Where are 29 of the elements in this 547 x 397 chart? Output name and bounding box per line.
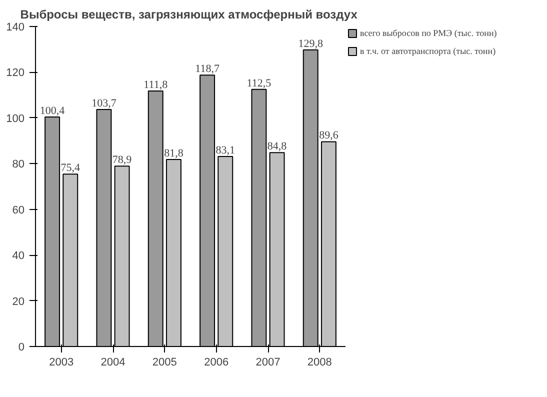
x-tick-label: 2008 xyxy=(307,356,332,368)
x-tick-label: 2005 xyxy=(152,356,177,368)
y-tick-label: 0 xyxy=(18,342,25,354)
y-tick-label: 80 xyxy=(12,158,25,171)
chart-title: Выбросы веществ, загрязняющих атмосферный воздух xyxy=(20,8,358,22)
data-label: 83,1 xyxy=(216,144,235,157)
x-tick-label: 2004 xyxy=(100,356,126,368)
y-tick-label: 140 xyxy=(6,22,25,34)
data-label: 112,5 xyxy=(246,77,272,90)
x-tick-label: 2003 xyxy=(49,356,74,368)
legend-label: всего выбросов по РМЭ (тыс. тонн) xyxy=(360,28,497,38)
x-tick-label: 2006 xyxy=(204,356,229,368)
data-label: 89,6 xyxy=(319,130,339,142)
legend-label: в т.ч. от автотранспорта (тыс. тонн) xyxy=(360,46,496,56)
data-label: 129,8 xyxy=(298,38,324,50)
y-tick-label: 100 xyxy=(6,112,25,125)
data-label: 118,7 xyxy=(195,63,220,76)
data-label: 75,4 xyxy=(60,162,80,174)
data-label: 100,4 xyxy=(40,105,66,118)
data-label: 111,8 xyxy=(144,78,168,91)
y-tick-label: 20 xyxy=(12,296,25,308)
data-label: 81,8 xyxy=(164,148,184,160)
data-label: 103,7 xyxy=(92,97,117,110)
y-tick-label: 40 xyxy=(12,250,25,262)
y-tick-label: 60 xyxy=(12,204,25,216)
data-label: 84,8 xyxy=(267,140,288,153)
data-label: 78,9 xyxy=(112,154,132,166)
x-tick-label: 2007 xyxy=(256,356,280,368)
y-tick-label: 120 xyxy=(6,67,25,80)
